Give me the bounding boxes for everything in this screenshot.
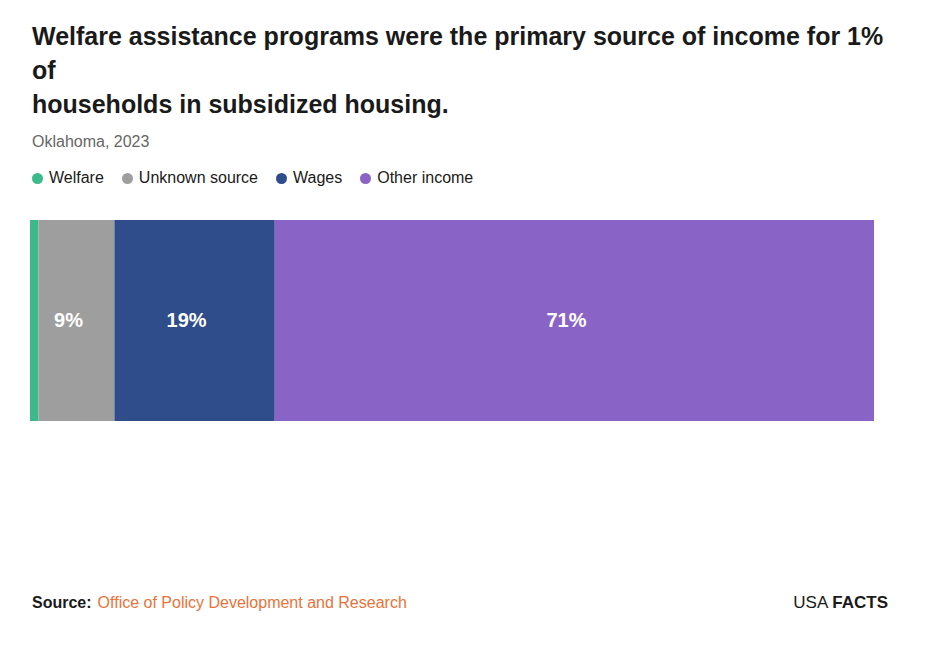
html-text:Unknown source: Unknown source [138, 169, 258, 187]
html-text:Welfare assistance programs we: Welfare assistance programs were the pri… [32, 22, 884, 118]
svg-text:19%: 19% [167, 310, 207, 332]
html-text:Wages: Wages [293, 169, 343, 187]
html-text:Other income: Other income [377, 169, 474, 187]
html-text:Oklahoma, 2023: Oklahoma, 2023 [32, 133, 150, 151]
html-text:USA FACTS: USA FACTS [793, 593, 888, 612]
svg-text:71%: 71% [546, 310, 586, 332]
svg-text:9%: 9% [54, 310, 83, 332]
html-text:Welfare: Welfare [49, 169, 104, 187]
html-text:Source: Office of Policy Devel: Source: Office of Policy Development and… [32, 594, 407, 611]
